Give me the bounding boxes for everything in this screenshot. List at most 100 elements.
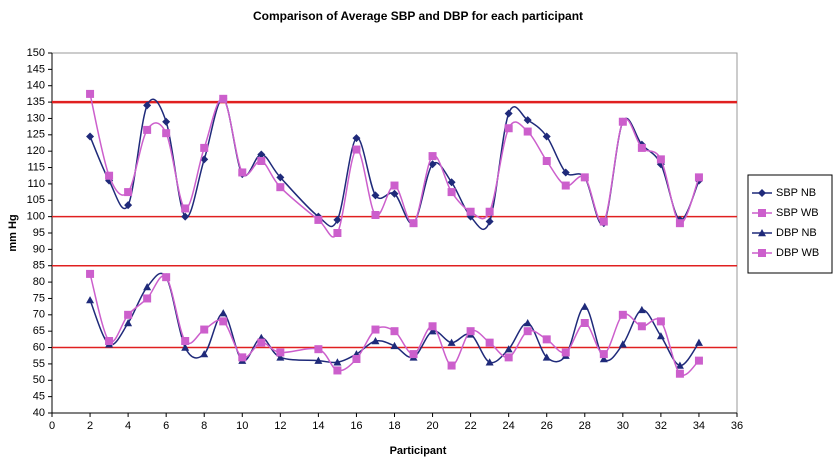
marker [124,188,133,197]
x-tick-label: 2 [87,420,93,432]
marker [352,145,361,154]
x-tick-label: 24 [503,420,515,432]
marker [758,249,766,257]
marker [86,296,95,304]
x-tick-label: 10 [236,420,248,432]
y-tick-label: 130 [27,112,45,124]
marker [181,343,190,351]
y-tick-label: 55 [33,358,45,370]
marker [276,348,285,357]
marker [314,215,323,224]
y-tick-label: 135 [27,96,45,108]
marker [428,322,437,331]
marker [618,117,627,126]
marker [333,229,342,237]
x-tick-label: 12 [274,420,286,432]
x-tick-label: 20 [426,420,438,432]
marker [447,361,456,370]
marker [447,188,456,197]
marker [656,155,665,164]
marker [580,302,589,310]
x-tick-label: 22 [464,420,476,432]
marker [580,319,589,327]
marker [371,337,380,345]
marker [409,219,418,228]
marker [219,94,228,103]
marker [390,327,399,336]
marker [599,217,608,226]
marker [86,89,95,98]
marker [352,134,361,143]
marker [314,345,323,354]
marker [694,338,703,346]
marker [181,204,190,213]
marker [200,325,209,334]
marker [352,355,361,363]
marker [390,189,399,198]
marker [162,273,171,282]
marker [428,327,437,335]
marker [333,366,342,375]
y-tick-label: 45 [33,391,45,403]
marker [656,317,665,326]
legend-label: DBP NB [776,227,817,239]
marker [181,212,190,221]
x-tick-label: 30 [617,420,629,432]
marker [466,327,475,336]
marker [694,173,703,182]
y-tick-label: 85 [33,260,45,272]
marker [637,305,646,314]
y-tick-label: 145 [27,63,45,75]
marker [390,341,399,350]
marker [276,353,285,361]
marker [333,215,342,224]
marker [485,338,494,347]
marker [618,310,627,319]
x-tick-label: 18 [388,420,400,432]
marker [504,345,513,353]
marker [257,150,266,159]
x-tick-label: 4 [125,420,131,432]
marker [409,350,418,359]
marker [219,309,228,317]
marker [371,325,380,334]
x-tick-label: 6 [163,420,169,432]
y-tick-label: 65 [33,325,45,337]
marker [257,157,266,165]
marker [143,283,152,291]
y-tick-label: 70 [33,309,45,321]
marker [238,353,247,362]
marker [523,127,532,136]
marker [105,171,114,180]
marker [694,356,703,365]
marker [124,310,133,319]
x-tick-label: 34 [693,420,705,432]
marker [542,132,551,141]
marker [447,338,456,346]
marker [523,116,532,125]
x-tick-label: 28 [579,420,591,432]
marker [428,160,437,169]
marker [105,337,114,345]
marker [333,358,342,366]
y-tick-label: 115 [27,161,45,173]
x-tick-label: 32 [655,420,667,432]
y-tick-label: 100 [27,211,45,223]
marker [276,183,285,192]
marker [485,358,494,366]
legend-label: DBP WB [776,247,819,259]
marker [466,207,475,216]
marker [675,369,684,378]
marker [485,217,494,226]
legend-label: SBP WB [776,207,819,219]
x-axis-title: Participant [390,445,447,457]
marker [542,335,551,344]
legend-label: SBP NB [776,187,816,199]
x-tick-label: 36 [731,420,743,432]
marker [371,191,380,200]
marker [542,157,551,165]
y-tick-label: 105 [27,194,45,206]
marker [758,189,766,197]
chart-title: Comparison of Average SBP and DBP for ea… [253,9,583,23]
marker [371,211,380,219]
